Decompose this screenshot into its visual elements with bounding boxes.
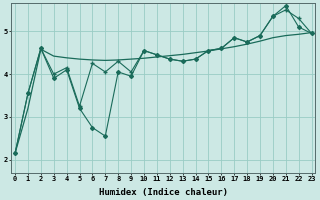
X-axis label: Humidex (Indice chaleur): Humidex (Indice chaleur) — [99, 188, 228, 197]
